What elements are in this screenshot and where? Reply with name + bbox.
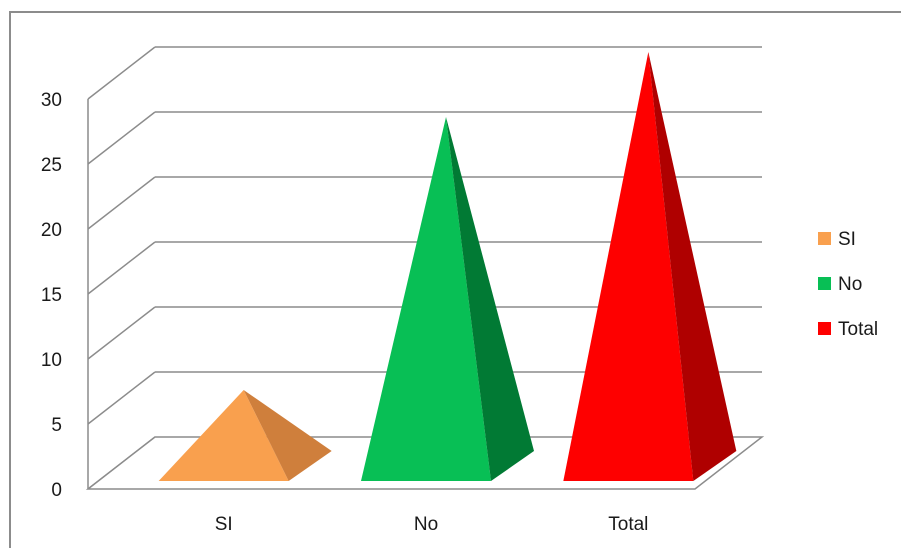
legend-label-no: No	[838, 274, 862, 295]
y-tick-label: 0	[51, 480, 62, 501]
y-tick-label: 5	[51, 415, 62, 436]
pyramid-front-si	[158, 390, 289, 481]
gridline-side	[87, 176, 156, 230]
gridline-side	[87, 241, 156, 295]
pyramid-side-total	[648, 52, 737, 481]
legend-label-si: SI	[838, 229, 856, 250]
x-tick-label: SI	[215, 514, 233, 535]
x-tick-label: No	[414, 514, 438, 535]
y-tick-label: 15	[41, 285, 62, 306]
y-tick-label: 30	[41, 90, 62, 111]
legend-label-total: Total	[838, 319, 878, 340]
legend: SI No Total	[818, 229, 878, 340]
legend-swatch-total	[818, 322, 831, 335]
y-tick-label: 25	[41, 155, 62, 176]
pyramid-front-total	[563, 52, 694, 481]
pyramid-side-si	[243, 390, 332, 481]
y-axis-ticks: 0 5 10 15 20 25 30	[41, 90, 62, 501]
legend-swatch-si	[818, 232, 831, 245]
gridline-side	[87, 306, 156, 360]
gridline-side	[87, 46, 156, 100]
y-tick-label: 20	[41, 220, 62, 241]
legend-swatch-no	[818, 277, 831, 290]
gridline-side	[87, 371, 156, 425]
pyramid-front-no	[361, 117, 491, 481]
pyramid-marks	[158, 52, 737, 481]
pyramid-side-no	[446, 117, 534, 481]
x-tick-label: Total	[608, 514, 648, 535]
gridline-side	[87, 111, 156, 165]
y-tick-label: 10	[41, 350, 62, 371]
x-axis-ticks: SI No Total	[215, 514, 649, 535]
